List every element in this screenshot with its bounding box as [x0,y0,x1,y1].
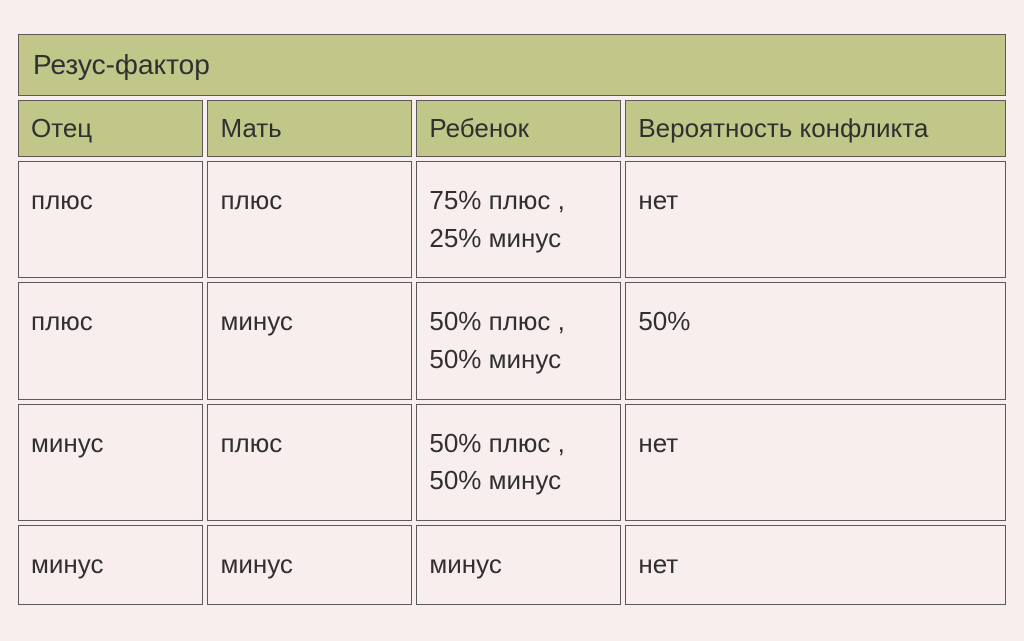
table-row: плюс плюс 75% плюс ,25% минус нет [18,161,1006,278]
cell-child: 50% плюс ,50% минус [416,282,621,399]
cell-mother: плюс [207,404,412,521]
col-header-father: Отец [18,100,203,157]
cell-conflict: нет [625,525,1006,605]
cell-father: плюс [18,161,203,278]
cell-father: минус [18,525,203,605]
cell-conflict: 50% [625,282,1006,399]
col-header-conflict: Вероятность конфликта [625,100,1006,157]
table-title: Резус-фактор [18,34,1006,96]
table-row: плюс минус 50% плюс ,50% минус 50% [18,282,1006,399]
cell-mother: плюс [207,161,412,278]
cell-conflict: нет [625,161,1006,278]
cell-mother: минус [207,525,412,605]
table-row: минус плюс 50% плюс ,50% минус нет [18,404,1006,521]
cell-child: минус [416,525,621,605]
table-row: минус минус минус нет [18,525,1006,605]
cell-father: минус [18,404,203,521]
cell-child: 75% плюс ,25% минус [416,161,621,278]
rh-factor-table: Резус-фактор Отец Мать Ребенок Вероятнос… [14,30,1010,609]
col-header-mother: Мать [207,100,412,157]
cell-child: 50% плюс ,50% минус [416,404,621,521]
title-row: Резус-фактор [18,34,1006,96]
cell-father: плюс [18,282,203,399]
cell-conflict: нет [625,404,1006,521]
table-container: Резус-фактор Отец Мать Ребенок Вероятнос… [0,0,1024,623]
col-header-child: Ребенок [416,100,621,157]
header-row: Отец Мать Ребенок Вероятность конфликта [18,100,1006,157]
cell-mother: минус [207,282,412,399]
